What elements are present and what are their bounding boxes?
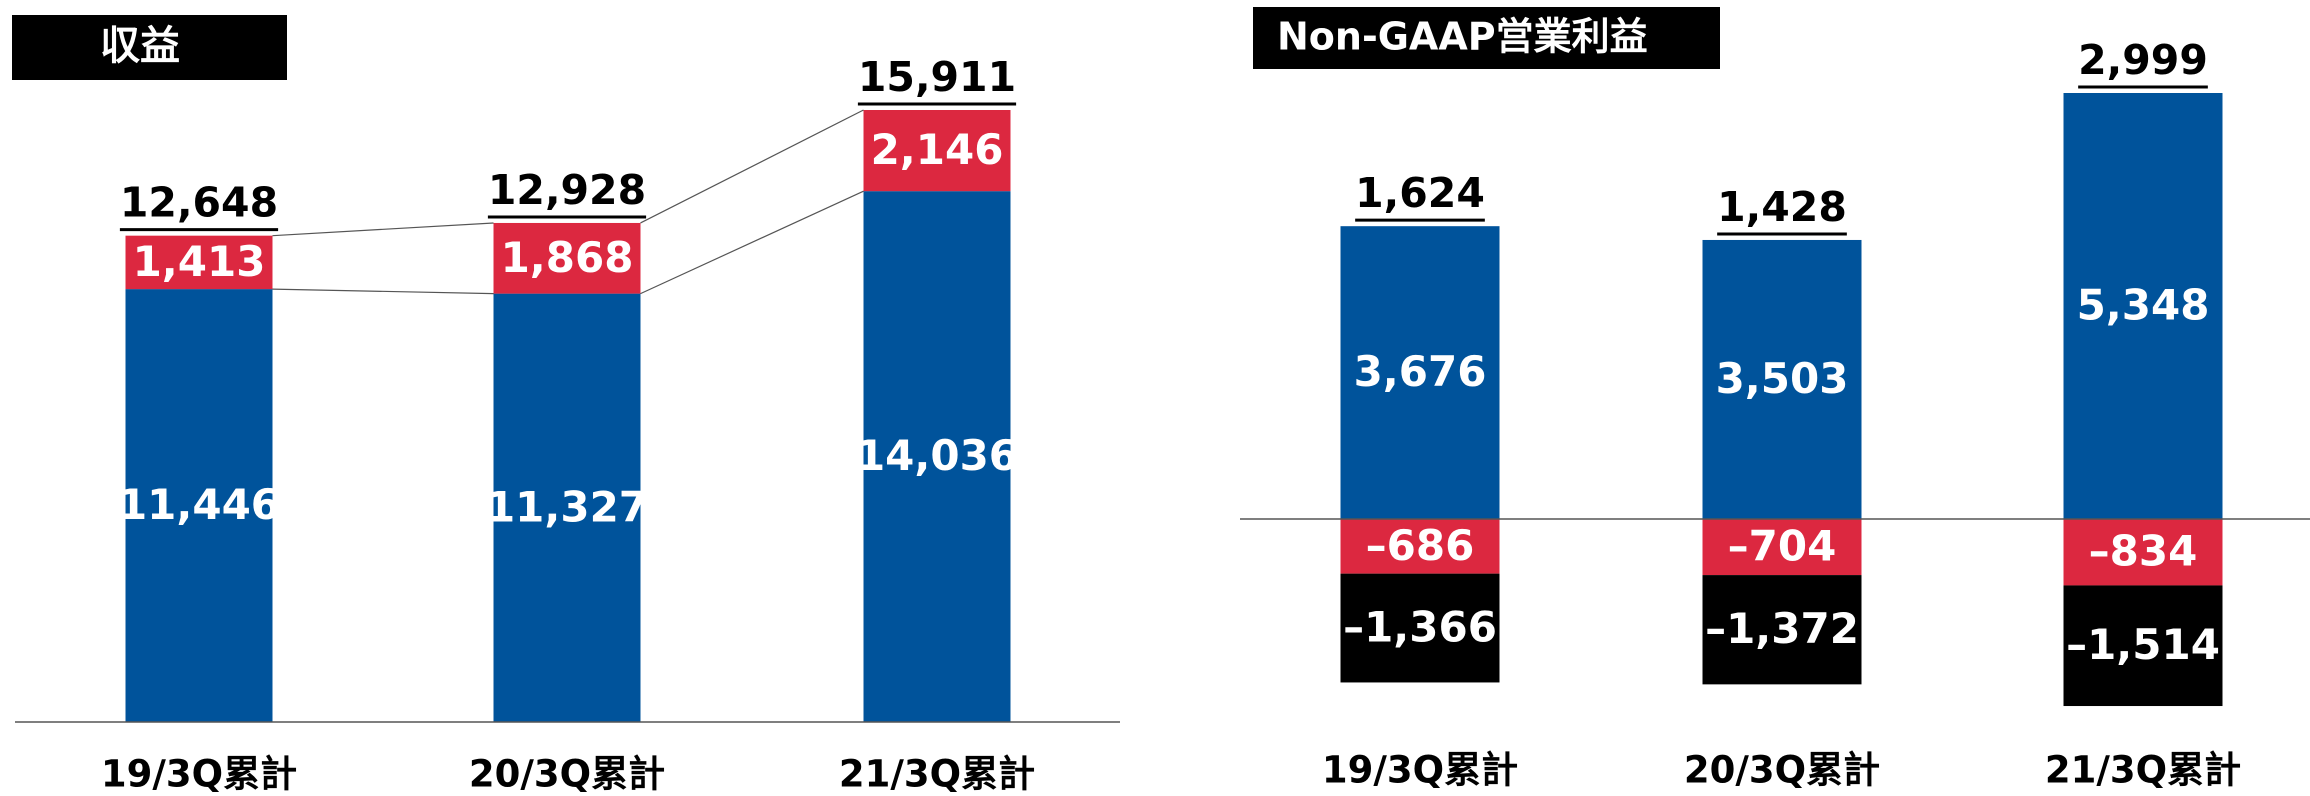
bar-segment	[493, 222, 641, 294]
connector	[640, 109, 864, 224]
x-tick-label: 20/3Q累計	[1684, 749, 1880, 792]
value-label: –704	[1728, 522, 1837, 571]
value-label: –834	[2089, 527, 2198, 576]
bar-segment	[2063, 585, 2223, 707]
bar-segment	[2063, 519, 2223, 586]
bar-segment	[1340, 226, 1500, 519]
connector	[640, 190, 864, 295]
total-label: 15,911	[858, 53, 1016, 101]
bar-segment	[2063, 93, 2223, 519]
total-label: 12,648	[120, 179, 278, 227]
total-label: 2,999	[2078, 36, 2208, 84]
chart-title: Non-GAAP営業利益	[1277, 15, 1648, 59]
value-label: 14,036	[856, 431, 1018, 480]
x-tick-label: 21/3Q累計	[2045, 749, 2241, 792]
chart-title: 収益	[100, 23, 180, 69]
bar-segment	[1702, 239, 1862, 520]
value-label: –686	[1366, 521, 1475, 570]
bar-segment	[125, 289, 273, 722]
value-label: 1,413	[133, 237, 266, 286]
bar-segment	[493, 293, 641, 722]
bar-segment	[863, 110, 1011, 192]
x-tick-label: 21/3Q累計	[839, 753, 1035, 796]
value-label: 1,868	[501, 233, 634, 282]
x-tick-label: 19/3Q累計	[101, 753, 297, 796]
bar-segment	[1340, 519, 1500, 574]
bar-segment	[1702, 519, 1862, 576]
total-label: 12,928	[488, 166, 646, 214]
total-label: 1,624	[1355, 169, 1485, 217]
connector	[272, 288, 494, 295]
bar-segment	[125, 235, 273, 290]
connector	[272, 222, 494, 237]
value-label: 3,503	[1716, 354, 1849, 403]
value-label: –1,372	[1705, 604, 1859, 653]
title-box	[12, 15, 287, 80]
total-label: 1,428	[1717, 183, 1847, 231]
x-tick-label: 19/3Q累計	[1322, 749, 1518, 792]
bar-segment	[1702, 575, 1862, 685]
x-tick-label: 20/3Q累計	[469, 753, 665, 796]
bar-segment	[1340, 573, 1500, 683]
value-label: 5,348	[2077, 281, 2210, 330]
value-label: 11,327	[486, 482, 648, 531]
value-label: 11,446	[118, 480, 280, 529]
value-label: –1,366	[1343, 603, 1497, 652]
title-box	[1253, 7, 1720, 69]
bar-segment	[863, 191, 1011, 723]
value-label: –1,514	[2066, 620, 2220, 669]
value-label: 2,146	[871, 125, 1004, 174]
value-label: 3,676	[1354, 347, 1487, 396]
